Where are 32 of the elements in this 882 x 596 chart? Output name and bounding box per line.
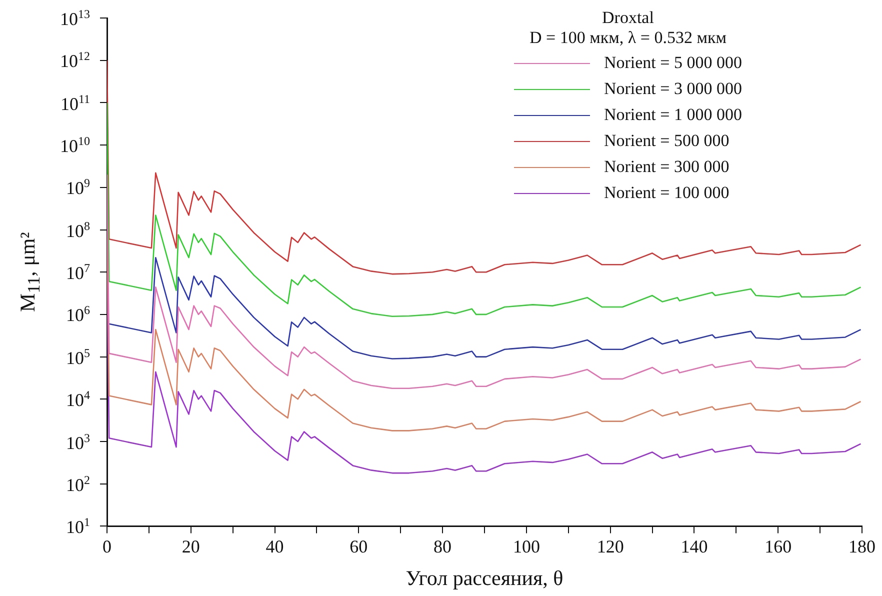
y-tick-label: 10$^{6}$ (66, 303, 90, 326)
y-tick-label: 10$^{5}$ (66, 346, 90, 368)
x-tick-label: 120 (596, 536, 624, 557)
legend-label: Norient = 500 000 (604, 131, 730, 151)
legend-title: Droxtal (601, 8, 655, 28)
y-tick-label: 10$^{7}$ (66, 261, 90, 284)
y-tick-label: 10$^{12}$ (60, 49, 90, 72)
legend-label: Norient = 3 000 000 (604, 79, 742, 99)
y-tick-label: 10$^{11}$ (60, 92, 90, 114)
y-tick-label: 10$^{3}$ (66, 430, 90, 452)
x-tick-label: 20 (182, 536, 200, 557)
x-tick-label: 160 (764, 536, 792, 557)
legend-label: Norient = 5 000 000 (604, 53, 742, 73)
y-tick-label: 10$^{9}$ (66, 176, 90, 198)
y-tick-label: 10$^{13}$ (60, 7, 90, 29)
y-tick-label: 10$^{2}$ (66, 472, 90, 495)
x-tick-label: 40 (266, 536, 284, 557)
y-tick-label: 10$^{8}$ (66, 218, 90, 241)
y-tick-label: 10$^{10}$ (60, 134, 90, 156)
x-tick-label: 140 (680, 536, 708, 557)
x-tick-label: 0 (102, 536, 112, 557)
x-tick-label: 60 (350, 536, 368, 557)
y-tick-label: 10$^{1}$ (66, 515, 90, 538)
legend-label: Norient = 300 000 (604, 157, 730, 177)
legend-label: Norient = 1 000 000 (604, 105, 742, 125)
x-axis-title: Угол рассеяния, θ (406, 566, 564, 590)
x-tick-label: 180 (848, 536, 876, 557)
y-tick-label: 10$^{4}$ (66, 388, 90, 410)
annotation: D = 100 мкм, λ = 0.532 мкм (528, 28, 728, 48)
x-tick-label: 100 (512, 536, 540, 557)
legend-label: Norient = 100 000 (604, 183, 730, 203)
x-tick-label: 80 (434, 536, 452, 557)
